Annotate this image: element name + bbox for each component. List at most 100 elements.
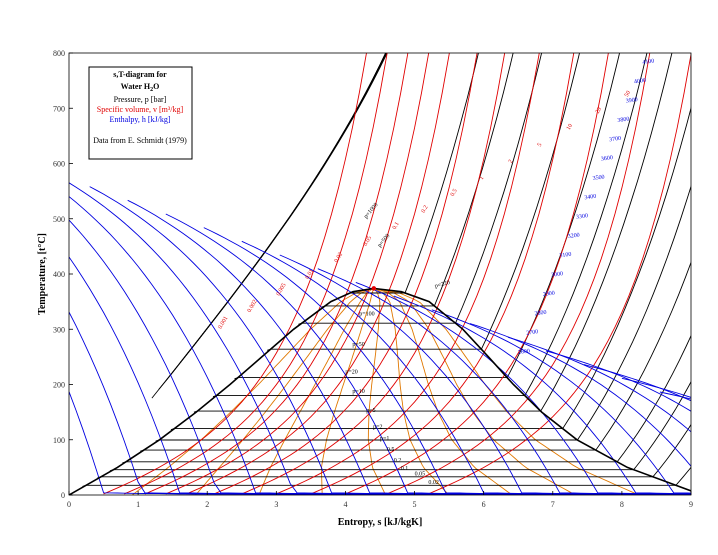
isenthalp-line (127, 199, 691, 495)
volume-label: 2 (508, 159, 515, 165)
x-tick-label: 4 (343, 500, 347, 509)
isenthalp-line (659, 391, 691, 400)
x-tick-label: 5 (413, 500, 417, 509)
isochore-line (386, 53, 651, 495)
enthalpy-label: 3100 (559, 252, 572, 260)
isochore-line (310, 53, 575, 495)
isochore-line (428, 53, 691, 495)
isenthalp-line (469, 323, 691, 467)
isobar-line (193, 53, 673, 413)
volume-label: 0.001 (218, 316, 230, 331)
legend-enthalpy: Enthalpy, h [kJ/kg] (109, 115, 170, 124)
volume-label: 0.5 (450, 188, 459, 197)
isobar-line (170, 106, 691, 431)
pressure-label: p=10 (352, 389, 364, 395)
volume-label: 50 (624, 90, 632, 98)
volume-label: 0.1 (392, 221, 401, 230)
isenthalp-line (69, 311, 691, 495)
pressure-label: 0.2 (394, 458, 402, 464)
enthalpy-label: 3000 (551, 271, 564, 279)
volume-label: 10 (566, 123, 574, 131)
enthalpy-label: 3200 (567, 232, 580, 240)
pressure-label: p=50 (352, 342, 364, 348)
isobar-line (321, 53, 514, 308)
x-tick-label: 9 (689, 500, 693, 509)
legend-title-line2: Water H2O (121, 82, 160, 93)
enthalpy-label: 2600 (518, 348, 531, 356)
x-tick-label: 7 (551, 500, 555, 509)
x-tick-label: 2 (205, 500, 209, 509)
volume-label: 0.002 (247, 299, 259, 314)
y-tick-label: 700 (53, 104, 65, 113)
x-axis-title: Entropy, s [kJ/kgK] (338, 517, 423, 528)
pressure-label: p=100 (359, 311, 374, 317)
volume-label: 0.01 (305, 268, 315, 280)
volume-label: 0.02 (334, 252, 344, 264)
isenthalp-line (279, 254, 691, 495)
quality-line (373, 287, 639, 495)
legend-box: s,T-diagram for Water H2O Pressure, p [b… (88, 66, 193, 160)
isobar-line (155, 184, 691, 442)
isenthalp-line (507, 336, 691, 433)
volume-label: 0.005 (276, 282, 288, 297)
enthalpy-label: 3800 (617, 116, 630, 124)
quality-line (258, 288, 375, 495)
y-tick-label: 100 (53, 436, 65, 445)
quality-line (373, 287, 576, 495)
pressure-label: p=2 (373, 425, 382, 431)
pressure-label: p=5 (366, 408, 375, 414)
pressure-label: p=20 (345, 369, 357, 375)
isochore-line (144, 53, 409, 495)
legend-source: Data from E. Schmidt (1979) (93, 136, 187, 145)
isenthalp-line (545, 350, 691, 412)
volume-label: 20 (595, 107, 603, 115)
isobar-line (212, 53, 648, 398)
y-axis-title: Temperature, [t°C] (37, 233, 48, 315)
pressure-label: 0.1 (401, 466, 409, 472)
enthalpy-label: 3600 (601, 155, 614, 163)
isobar-line (267, 53, 580, 351)
pressure-label: p=1000 (363, 202, 379, 220)
volume-label: 5 (537, 142, 544, 148)
enthalpy-label: 4000 (634, 78, 647, 86)
y-tick-label: 400 (53, 270, 65, 279)
y-tick-label: 800 (53, 49, 65, 58)
isobar-line (122, 334, 691, 464)
isobar-line (298, 53, 543, 325)
enthalpy-label: 2900 (543, 290, 556, 298)
isobar-line (109, 380, 691, 472)
isobar-line (234, 53, 621, 380)
quality-line (373, 287, 450, 495)
pressure-label: 0.05 (415, 472, 426, 478)
isenthalp-line (69, 391, 691, 495)
x-tick-label: 8 (620, 500, 624, 509)
isochore-line (103, 53, 367, 495)
axes: 0 1 2 3 4 5 6 7 8 9 0 100 200 300 400 500 600 700 800 (53, 49, 693, 509)
legend-title-line1: s,T-diagram for (113, 70, 167, 79)
quality-line (367, 288, 386, 495)
quality-line (373, 287, 513, 495)
isochore-line (124, 53, 388, 495)
x-tick-label: 3 (274, 500, 278, 509)
pressure-label: p=1 (380, 436, 389, 442)
enthalpy-label: 4100 (642, 58, 655, 66)
isochore-line (213, 53, 478, 495)
enthalpy-label: 3400 (584, 194, 597, 202)
quality-line (132, 287, 374, 495)
x-tick-label: 6 (482, 500, 486, 509)
y-tick-label: 600 (53, 160, 65, 169)
volume-label: 1 (479, 176, 486, 182)
enthalpy-label: 3900 (625, 97, 638, 105)
critical-point-marker (371, 286, 377, 291)
y-tick-label: 200 (53, 381, 65, 390)
enthalpy-label: 2800 (534, 310, 547, 318)
enthalpy-label: 3700 (609, 136, 622, 144)
isochore-line (241, 53, 506, 495)
x-tick-label: 1 (136, 500, 140, 509)
isobar-line (140, 261, 691, 452)
isenthalp-line (431, 309, 691, 494)
pressure-label: 0.02 (428, 480, 439, 486)
y-tick-label: 300 (53, 325, 65, 334)
enthalpy-label: 3300 (576, 213, 589, 221)
